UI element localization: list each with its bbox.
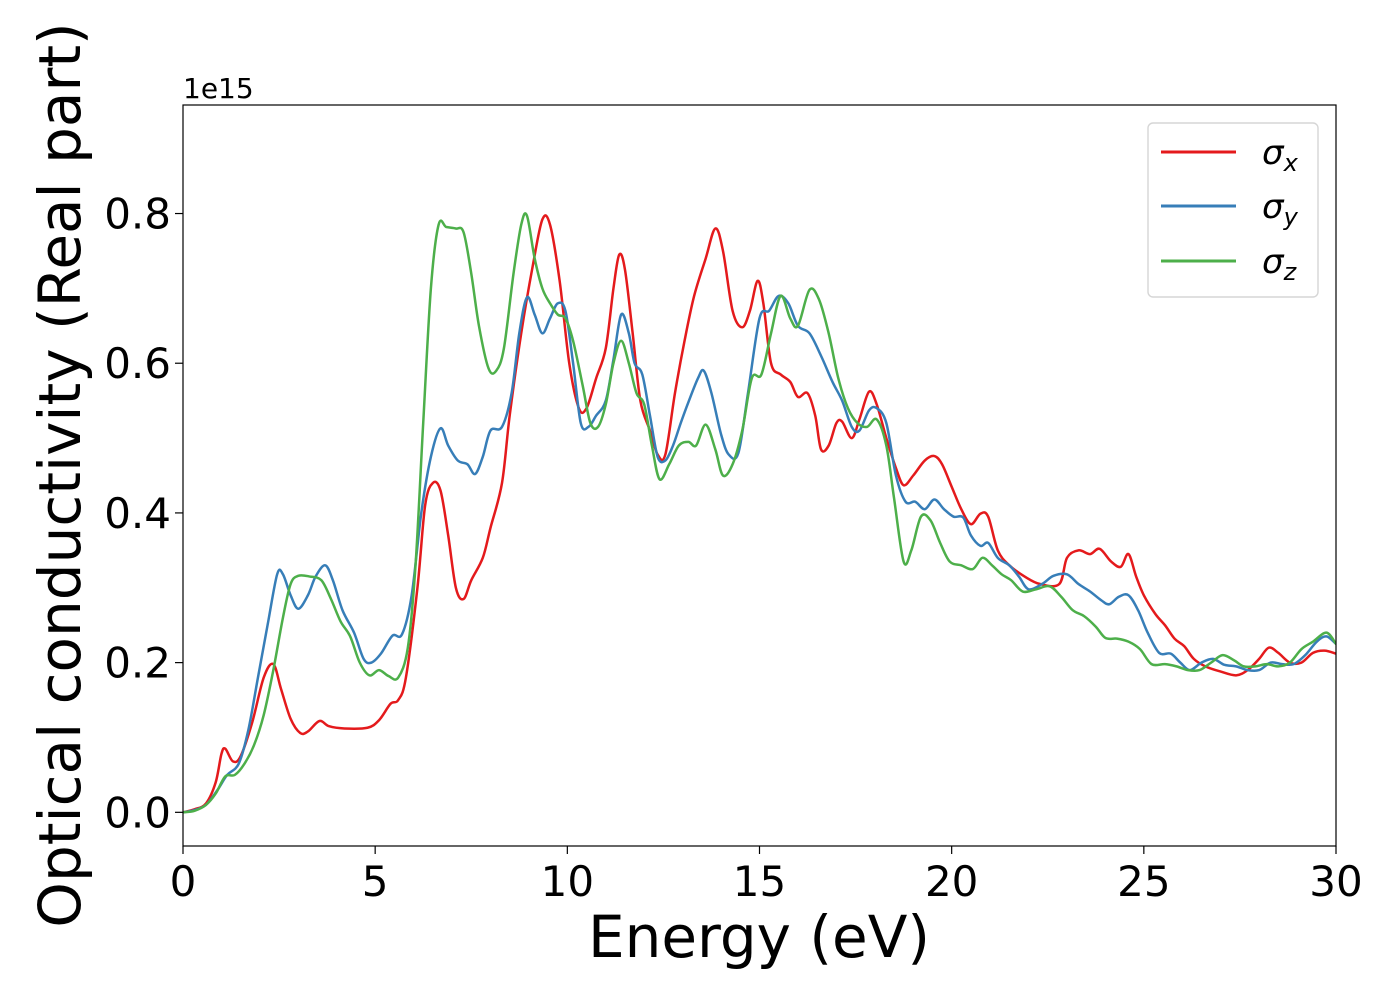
legend-label-sigma-y: σy [1262,187,1299,231]
y-tick-label: 0.0 [104,788,171,837]
legend-label-sigma-x: σx [1262,133,1299,177]
legend-frame [1147,122,1319,298]
x-tick-label: 0 [170,857,197,906]
legend: σx σy σz [1147,122,1319,298]
x-tick-label: 20 [925,857,978,906]
y-tick-label: 0.4 [104,489,171,538]
y-offset-label: 1e15 [183,72,254,105]
legend-label-sigma-z: σz [1262,242,1298,286]
x-tick-label: 25 [1117,857,1170,906]
y-tick-label: 0.8 [104,190,171,239]
y-tick-label: 0.6 [104,339,171,388]
x-tick-label: 15 [733,857,786,906]
y-tick-label: 0.2 [104,639,171,688]
x-tick-label: 10 [541,857,594,906]
y-axis: 0.0 0.2 0.4 0.6 0.8 [104,190,183,837]
series-line-sigma-y [183,294,1336,814]
series-line-sigma-x [183,214,1336,814]
x-tick-label: 30 [1309,857,1362,906]
series-line-sigma-z [183,212,1336,814]
x-tick-label: 5 [362,857,389,906]
y-axis-label: Optical conductivity (Real part) [26,22,94,927]
x-axis-label: Energy (eV) [588,903,930,971]
x-axis: 0 5 10 15 20 25 30 [170,846,1363,906]
series-layer [183,212,1336,814]
